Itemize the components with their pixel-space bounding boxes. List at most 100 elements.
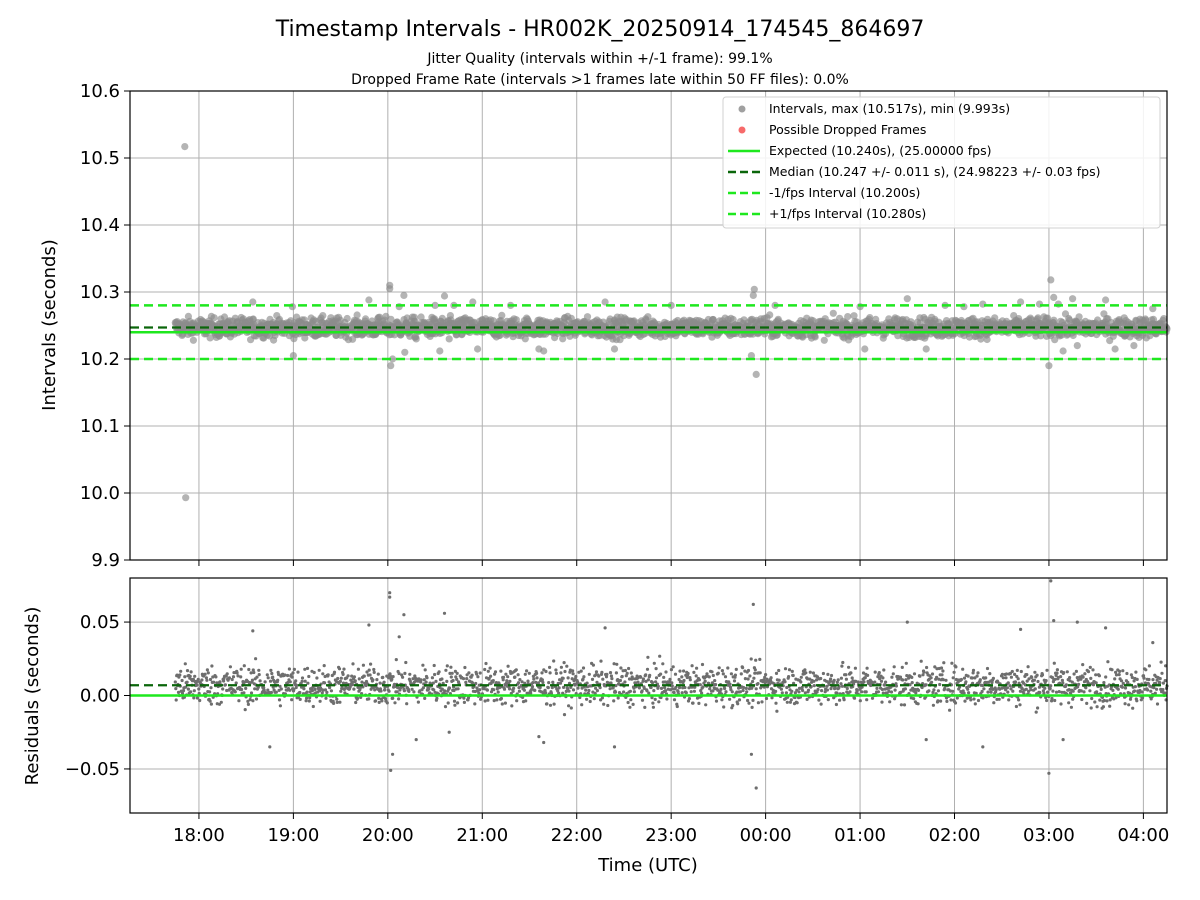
residuals-point — [515, 699, 519, 703]
residuals-point — [183, 675, 187, 679]
residuals-point — [1046, 690, 1050, 694]
residuals-point — [379, 689, 383, 693]
residuals-point — [566, 676, 570, 680]
residuals-point — [453, 703, 457, 707]
residuals-point — [1114, 673, 1119, 677]
residuals-point — [1131, 706, 1135, 710]
residuals-point — [326, 673, 330, 677]
residuals-point — [579, 669, 583, 673]
residuals-point — [654, 667, 658, 671]
residuals-point — [962, 676, 967, 680]
intervals-outlier-point — [1045, 362, 1053, 370]
residuals-point — [944, 678, 948, 682]
residuals-point — [795, 701, 799, 705]
residuals-point — [1147, 677, 1151, 682]
residuals-point — [328, 686, 332, 690]
residuals-point — [185, 680, 189, 684]
residuals-point — [585, 697, 589, 701]
residuals-point — [986, 690, 990, 694]
residuals-point — [790, 669, 794, 674]
intervals-point — [206, 334, 214, 342]
residuals-point — [804, 671, 808, 675]
residuals-point — [1004, 676, 1008, 680]
residuals-point — [332, 670, 337, 674]
residuals-point — [179, 669, 183, 673]
residuals-point — [615, 662, 619, 666]
residuals-point — [853, 666, 858, 670]
residuals-point — [198, 698, 202, 703]
residuals-point — [924, 683, 928, 687]
intervals-outlier-point — [445, 335, 453, 343]
residuals-point — [646, 678, 651, 682]
residuals-point — [602, 702, 606, 706]
residuals-point — [650, 681, 655, 685]
residuals-point — [446, 701, 450, 705]
residuals-point — [544, 669, 548, 674]
residuals-point — [257, 668, 261, 672]
residuals-point — [992, 701, 996, 705]
residuals-point — [790, 689, 794, 693]
intervals-y-tick-label: 9.9 — [91, 550, 120, 571]
residuals-point — [423, 696, 427, 701]
residuals-point — [829, 673, 834, 678]
residuals-point — [489, 674, 493, 678]
residuals-point — [495, 698, 499, 702]
residuals-point — [721, 672, 725, 676]
residuals-point — [954, 665, 958, 669]
residuals-point — [803, 668, 807, 672]
intervals-outlier-point — [374, 313, 382, 322]
residuals-point — [1161, 688, 1165, 692]
residuals-point — [242, 691, 246, 695]
residuals-point — [526, 679, 530, 683]
residuals-point — [547, 681, 551, 685]
residuals-point — [473, 702, 477, 706]
residuals-point — [377, 700, 381, 705]
residuals-point — [257, 673, 261, 677]
residuals-point — [1067, 688, 1071, 692]
residuals-point — [722, 705, 726, 709]
residuals-point — [493, 670, 498, 674]
residuals-point — [775, 709, 779, 713]
residuals-outlier-point — [251, 629, 255, 633]
intervals-point — [583, 313, 592, 321]
residuals-point — [499, 669, 503, 673]
residuals-point — [380, 699, 384, 703]
residuals-point — [535, 676, 539, 680]
intervals-outlier-point — [752, 370, 760, 378]
residuals-point — [711, 673, 715, 678]
residuals-point — [856, 680, 860, 684]
residuals-point — [564, 689, 568, 694]
residuals-point — [789, 698, 793, 702]
residuals-point — [720, 669, 725, 673]
residuals-point — [608, 687, 612, 691]
intervals-y-tick-label: 10.5 — [80, 148, 120, 169]
residuals-point — [1054, 690, 1059, 694]
residuals-point — [502, 675, 506, 679]
residuals-point — [860, 690, 864, 694]
intervals-point — [866, 314, 874, 322]
residuals-point — [1085, 701, 1089, 706]
intervals-point — [189, 336, 197, 344]
residuals-point — [812, 679, 816, 683]
residuals-point — [513, 675, 517, 679]
residuals-point — [354, 700, 358, 705]
residuals-point — [381, 675, 385, 680]
residuals-point — [899, 703, 904, 707]
residuals-point — [1088, 689, 1092, 693]
residuals-point — [669, 668, 674, 672]
residuals-point — [746, 668, 751, 673]
residuals-point — [587, 688, 591, 693]
residuals-point — [1163, 679, 1167, 683]
residuals-outlier-point — [1075, 620, 1079, 624]
residuals-point — [847, 665, 851, 669]
residuals-point — [288, 688, 292, 692]
residuals-point — [945, 699, 949, 704]
intervals-point — [829, 309, 837, 317]
residuals-point — [1160, 671, 1164, 675]
residuals-point — [865, 698, 869, 702]
residuals-point — [209, 686, 213, 690]
residuals-point — [714, 683, 718, 687]
residuals-point — [1102, 698, 1106, 703]
residuals-point — [1158, 677, 1162, 681]
residuals-point — [769, 676, 773, 680]
